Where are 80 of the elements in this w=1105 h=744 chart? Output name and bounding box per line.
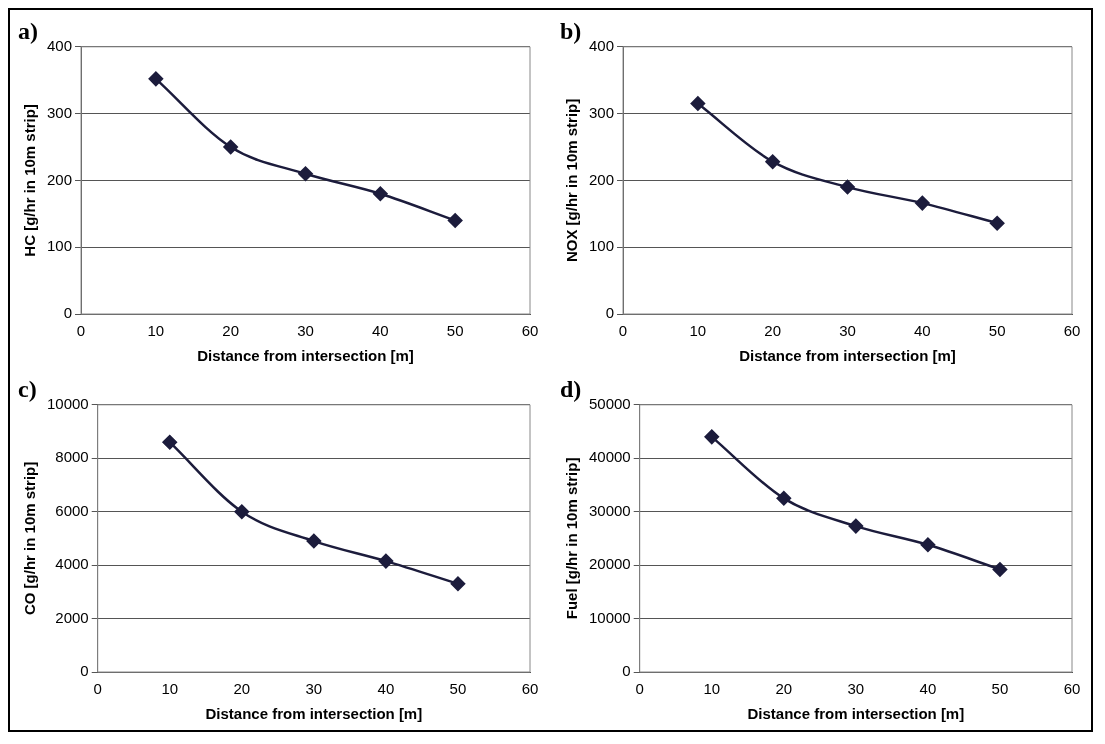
y-tick-label: 40000 — [588, 448, 631, 466]
x-tick-label: 40 — [372, 322, 389, 340]
y-tick-label: 300 — [47, 103, 73, 121]
chart-title: c) — [18, 375, 37, 402]
x-tick-label: 50 — [991, 680, 1009, 698]
x-tick-label: 40 — [914, 322, 931, 340]
x-tick-label: 30 — [847, 680, 865, 698]
x-tick-label: 40 — [919, 680, 937, 698]
y-tick-label: 10000 — [588, 608, 631, 626]
chart-title: b) — [560, 17, 582, 44]
point — [840, 179, 855, 195]
x-tick-label: 20 — [233, 680, 251, 698]
x-tick-label: 50 — [988, 322, 1006, 340]
point — [915, 195, 930, 211]
y-tick-label: 0 — [80, 662, 89, 680]
y-tick-label: 0 — [63, 304, 73, 322]
point — [704, 429, 720, 445]
x-tick-label: 30 — [297, 322, 314, 340]
point — [162, 434, 178, 450]
x-axis-title: Distance from intersection [m] — [205, 705, 423, 723]
x-tick-label: 20 — [775, 680, 793, 698]
x-tick-label: 10 — [147, 322, 165, 340]
x-tick-label: 10 — [689, 322, 707, 340]
x-tick-label: 50 — [449, 680, 467, 698]
y-tick-label: 2000 — [55, 608, 89, 626]
y-axis-title: Fuel [g/hr in 10m strip] — [563, 457, 581, 620]
y-tick-label: 50000 — [588, 394, 631, 412]
y-tick-label: 0 — [605, 304, 615, 322]
x-axis-title: Distance from intersection [m] — [739, 347, 956, 365]
y-tick-label: 400 — [47, 36, 73, 54]
point — [776, 491, 792, 506]
point — [765, 154, 780, 169]
point — [992, 562, 1008, 577]
x-axis-title: Distance from intersection [m] — [747, 705, 965, 723]
x-tick-label: 10 — [161, 680, 179, 698]
point — [223, 139, 238, 155]
x-tick-label: 60 — [1063, 322, 1081, 340]
y-tick-label: 6000 — [55, 501, 89, 519]
x-tick-label: 30 — [305, 680, 323, 698]
x-tick-label: 30 — [839, 322, 856, 340]
point — [378, 553, 394, 569]
point — [690, 96, 706, 111]
point — [447, 213, 463, 228]
x-tick-label: 0 — [635, 680, 644, 698]
point — [450, 576, 466, 592]
y-tick-label: 400 — [589, 36, 615, 54]
y-tick-label: 0 — [622, 662, 631, 680]
x-tick-label: 20 — [222, 322, 240, 340]
y-tick-label: 30000 — [588, 501, 631, 519]
point — [373, 186, 388, 202]
x-tick-label: 60 — [521, 322, 539, 340]
y-axis-title: HC [g/hr in 10m strip] — [21, 104, 39, 257]
y-tick-label: 100 — [47, 237, 73, 255]
x-tick-label: 40 — [377, 680, 395, 698]
y-tick-label: 20000 — [588, 555, 631, 573]
point — [306, 533, 322, 549]
point — [848, 518, 864, 534]
x-tick-label: 60 — [521, 680, 539, 698]
point — [298, 166, 313, 181]
y-tick-label: 200 — [589, 170, 615, 188]
y-tick-label: 100 — [589, 237, 615, 255]
y-axis-title: CO [g/hr in 10m strip] — [21, 461, 39, 616]
x-tick-label: 10 — [703, 680, 721, 698]
x-tick-label: 60 — [1063, 680, 1081, 698]
point — [234, 504, 250, 519]
x-tick-label: 50 — [446, 322, 464, 340]
y-tick-label: 200 — [47, 170, 73, 188]
y-axis-title: NOX [g/hr in 10m strip] — [563, 98, 581, 263]
x-tick-label: 0 — [93, 680, 102, 698]
x-axis-title: Distance from intersection [m] — [197, 347, 414, 365]
y-tick-label: 10000 — [46, 394, 89, 412]
point — [148, 71, 164, 87]
y-tick-label: 8000 — [55, 448, 89, 466]
x-tick-label: 20 — [764, 322, 782, 340]
y-tick-label: 300 — [589, 103, 615, 121]
chart-title: a) — [18, 17, 38, 44]
chart-title: d) — [560, 375, 582, 402]
y-tick-label: 4000 — [55, 555, 89, 573]
point — [920, 537, 936, 553]
point — [989, 215, 1005, 231]
